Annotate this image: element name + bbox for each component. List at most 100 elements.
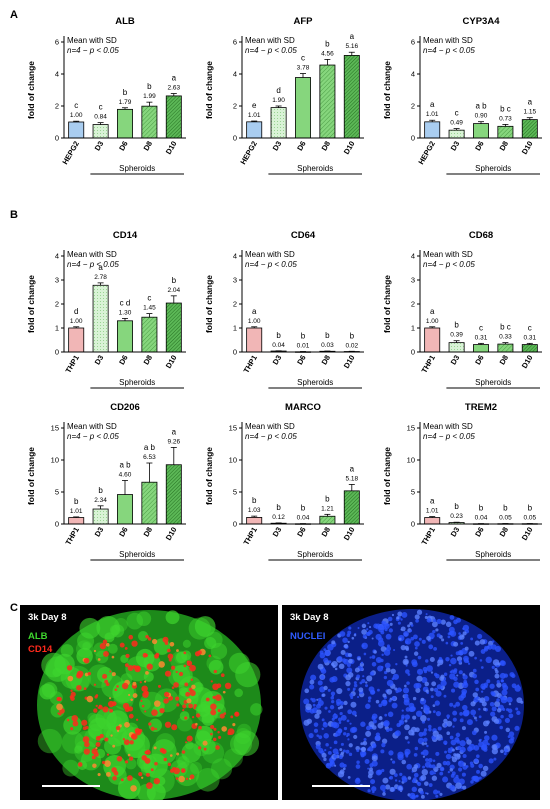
cd14-signal: [81, 719, 88, 726]
value-label: 0.05: [523, 515, 536, 522]
cd14-signal: [222, 690, 226, 694]
value-label: 1.99: [143, 93, 156, 100]
nucleus: [343, 732, 347, 736]
bar-thp1: [424, 517, 441, 525]
group-label: Spheroids: [119, 164, 155, 173]
bar-d10: [521, 344, 538, 353]
bar-d3: [92, 284, 109, 353]
stats-note: Mean with SD: [423, 250, 473, 259]
alb-signal: [181, 743, 202, 763]
significance-letter: c: [74, 101, 78, 110]
nucleus: [447, 748, 453, 754]
nucleus: [439, 771, 444, 776]
alb-signal: [37, 728, 63, 754]
cd14-signal: [114, 688, 118, 692]
nucleus: [323, 657, 329, 663]
cd14-signal: [163, 757, 167, 762]
nucleus: [414, 641, 420, 647]
nucleus: [470, 763, 475, 768]
cd14-signal: [56, 696, 61, 701]
nucleus: [371, 713, 378, 720]
nucleus: [404, 735, 409, 740]
nucleus: [425, 758, 429, 762]
nucleus: [496, 708, 502, 713]
nucleus: [333, 713, 336, 716]
nucleus: [509, 672, 515, 678]
nucleus: [455, 774, 459, 778]
alb-signal: [79, 617, 101, 639]
cd14-signal: [135, 665, 141, 671]
cd14-signal: [93, 649, 97, 653]
nucleus: [462, 674, 468, 680]
nucleus: [340, 714, 347, 721]
stats-note: Mean with SD: [245, 250, 295, 259]
nucleus: [360, 721, 366, 727]
stats-note: Mean with SD: [245, 422, 295, 431]
stats-note: Mean with SD: [423, 422, 473, 431]
cd14-signal: [87, 671, 92, 676]
nucleus: [439, 676, 445, 681]
nucleus: [365, 631, 370, 636]
nucleus: [474, 679, 479, 685]
nucleus: [345, 681, 351, 687]
nucleus: [473, 716, 477, 720]
cd14-signal: [119, 642, 125, 648]
y-axis-label: fold of change: [204, 61, 214, 119]
cd14-signal: [202, 740, 208, 746]
nucleus: [317, 663, 324, 670]
bar-d8: [141, 105, 158, 139]
value-label: 4.56: [321, 50, 334, 57]
x-tick-label: D8: [320, 526, 333, 539]
nucleus: [405, 669, 410, 674]
value-label: 1.21: [321, 505, 334, 512]
cd14-signal: [224, 682, 232, 689]
cd14-signal: [197, 650, 202, 655]
cd14-signal: [158, 684, 161, 688]
nucleus: [405, 707, 411, 712]
nucleus: [407, 673, 411, 676]
cd14-signal: [205, 697, 210, 702]
x-tick-label: D6: [473, 140, 486, 153]
alb-signal: [41, 652, 66, 678]
alb-signal: [106, 710, 129, 733]
nucleus: [452, 725, 455, 728]
nucleus: [484, 730, 488, 734]
nucleus: [434, 700, 440, 706]
nucleus: [366, 628, 369, 631]
nucleus: [444, 742, 447, 746]
cd14-signal: [189, 664, 196, 672]
nucleus: [444, 750, 447, 754]
nucleus: [478, 763, 483, 769]
chart-cd206: CD206 Mean with SDn=4 − p < 0.05 fold of c…: [26, 402, 186, 561]
alb-signal: [137, 630, 149, 642]
bar-d8: [497, 125, 514, 139]
nucleus: [356, 749, 360, 753]
nucleus: [360, 753, 365, 758]
value-label: 0.03: [321, 342, 334, 349]
cd14-signal: [105, 642, 110, 647]
cd14-signal: [86, 695, 94, 703]
nucleus: [391, 696, 396, 701]
nucleus: [440, 619, 446, 625]
nucleus: [421, 768, 428, 776]
cd14-signal: [150, 726, 155, 731]
stats-note: n=4 − p < 0.05: [245, 46, 297, 55]
cd14-signal: [183, 651, 187, 655]
significance-letter: b c: [500, 104, 511, 113]
y-tick-label: 5: [233, 488, 237, 497]
nucleus: [305, 703, 312, 711]
x-tick-label: D6: [473, 354, 486, 367]
nucleus: [397, 621, 401, 625]
nucleus: [459, 711, 463, 716]
nucleus: [413, 753, 418, 757]
nucleus: [347, 709, 353, 715]
nucleus: [430, 687, 434, 692]
cd14-signal: [105, 771, 111, 777]
nucleus: [431, 764, 436, 769]
nucleus: [347, 738, 350, 741]
nucleus: [407, 741, 410, 744]
nucleus: [371, 662, 377, 667]
nucleus: [321, 752, 327, 758]
nucleus: [368, 625, 372, 629]
nucleus: [333, 754, 338, 759]
